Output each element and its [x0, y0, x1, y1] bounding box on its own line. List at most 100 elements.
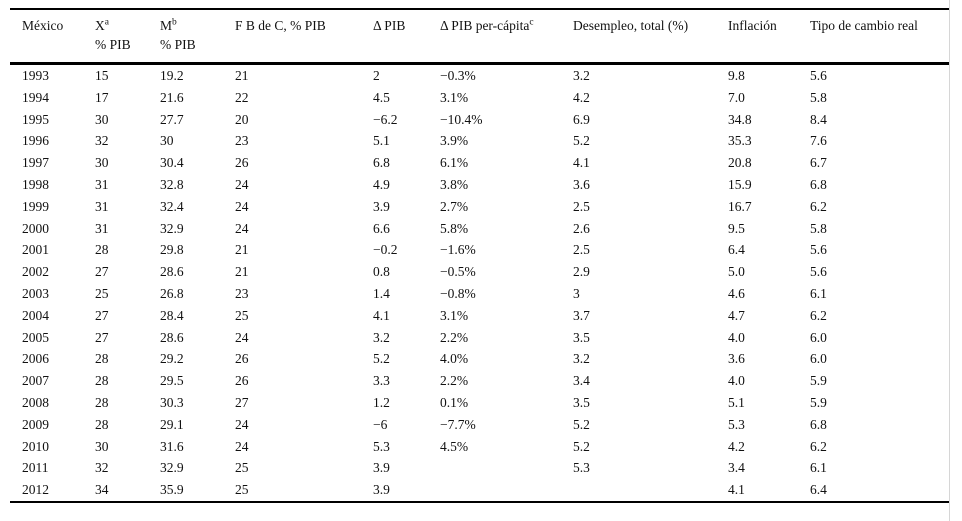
- table-cell: 4.0%: [440, 351, 469, 367]
- table-cell: 9.8: [728, 68, 745, 83]
- table-cell: 6.2: [810, 198, 827, 214]
- table-cell: 5.0: [728, 264, 745, 280]
- table-cell: 32.9: [160, 220, 184, 236]
- table-cell: 6.1: [810, 285, 827, 301]
- table-cell: 9.5: [728, 220, 745, 236]
- table-cell: 15.9: [728, 176, 752, 192]
- table-cell: 3.9: [373, 482, 390, 498]
- year-cell: 1995: [22, 111, 49, 127]
- column-header-subline: % PIB: [160, 37, 196, 52]
- table-cell: 35.9: [160, 482, 184, 498]
- table-cell: 6.8: [810, 176, 827, 192]
- table-cell: 1.2: [373, 394, 390, 410]
- year-cell: 1993: [22, 68, 49, 83]
- table-cell: 3.5: [573, 394, 590, 410]
- table-cell: 5.9: [810, 394, 827, 410]
- table-cell: 5.2: [573, 133, 590, 149]
- table-row: 1996 32 30 23 5.1 3.9% 5.2 35.3 7.6: [10, 130, 950, 152]
- table-cell: 19.2: [160, 68, 184, 83]
- year-cell: 1997: [22, 155, 49, 171]
- table-cell: [440, 479, 573, 502]
- table-cell: 26.8: [160, 285, 184, 301]
- table-row: 2005 27 28.6 24 3.2 2.2% 3.5 4.0 6.0: [10, 327, 950, 349]
- table-row: 1998 31 32.8 24 4.9 3.8% 3.6 15.9 6.8: [10, 174, 950, 196]
- table-cell: 35.3: [728, 133, 752, 149]
- table-cell: 28.4: [160, 307, 184, 323]
- table-cell: 4.5%: [440, 438, 469, 454]
- table-cell: 6.6: [373, 220, 390, 236]
- table-row: 1999 31 32.4 24 3.9 2.7% 2.5 16.7 6.2: [10, 196, 950, 218]
- table-cell: 6.4: [728, 242, 745, 258]
- year-cell: 1996: [22, 133, 49, 149]
- table-row: 2008 28 30.3 27 1.2 0.1% 3.5 5.1 5.9: [10, 392, 950, 414]
- year-cell: 2003: [22, 285, 49, 301]
- table-cell: 3.2: [573, 351, 590, 367]
- column-header: Xa % PIB: [95, 9, 160, 64]
- year-cell: 2011: [22, 460, 49, 476]
- year-cell: 2008: [22, 394, 49, 410]
- table-row: 2009 28 29.1 24 −6 −7.7% 5.2 5.3 6.8: [10, 414, 950, 436]
- table-cell: 31: [95, 220, 109, 236]
- table-cell: 21.6: [160, 89, 184, 105]
- table-cell: 28: [95, 351, 109, 367]
- table-cell: 24: [235, 176, 249, 192]
- year-cell: 1999: [22, 198, 49, 214]
- table-cell: 4.9: [373, 176, 390, 192]
- table-cell: 30: [95, 155, 109, 171]
- table-cell: 7.0: [728, 89, 745, 105]
- table-cell: 2: [373, 68, 380, 83]
- table-row: 2003 25 26.8 23 1.4 −0.8% 3 4.6 6.1: [10, 283, 950, 305]
- table-cell: 0.8: [373, 264, 390, 280]
- column-header-label: Mb: [160, 17, 177, 33]
- table-cell: 34: [95, 482, 109, 498]
- table-cell: 2.7%: [440, 198, 469, 214]
- table-cell: −0.5%: [440, 264, 476, 280]
- footnote-marker: c: [529, 17, 534, 28]
- table-cell: 2.5: [573, 198, 590, 214]
- table-cell: 2.2%: [440, 329, 469, 345]
- table-cell: 5.2: [573, 416, 590, 432]
- table-cell: 27.7: [160, 111, 184, 127]
- table-cell: −7.7%: [440, 416, 476, 432]
- table-row: 1995 30 27.7 20 −6.2 −10.4% 6.9 34.8 8.4: [10, 109, 950, 131]
- table-cell: 26: [235, 351, 249, 367]
- year-cell: 2002: [22, 264, 49, 280]
- table-row: 2012 34 35.9 25 3.9 4.1 6.4: [10, 479, 950, 502]
- column-header-subline: % PIB: [95, 37, 131, 52]
- year-cell: 1994: [22, 89, 49, 105]
- table-cell: 5.8: [810, 89, 827, 105]
- year-cell: 2012: [22, 482, 49, 498]
- year-cell: 2007: [22, 373, 49, 389]
- table-cell: 24: [235, 329, 249, 345]
- economic-indicators-table: México Xa % PIB Mb % PIB F B de C, % PIB Δ PIB…: [10, 8, 950, 503]
- table-cell: 4.7: [728, 307, 745, 323]
- table-row: 2010 30 31.6 24 5.3 4.5% 5.2 4.2 6.2: [10, 436, 950, 458]
- year-cell: 2000: [22, 220, 49, 236]
- table-cell: 6.0: [810, 351, 827, 367]
- table-cell: 3.9%: [440, 133, 469, 149]
- table-cell: 3.6: [728, 351, 745, 367]
- table-row: 2000 31 32.9 24 6.6 5.8% 2.6 9.5 5.8: [10, 218, 950, 240]
- table-cell: 34.8: [728, 111, 752, 127]
- table-cell: 31: [95, 198, 109, 214]
- column-header: Inflación: [728, 9, 810, 64]
- column-header-label: Xa: [95, 17, 109, 33]
- table-cell: 5.3: [728, 416, 745, 432]
- table-cell: 27: [95, 329, 109, 345]
- table-cell: 30: [95, 111, 109, 127]
- table-cell: 6.8: [373, 155, 390, 171]
- table-cell: 3.6: [573, 176, 590, 192]
- table-cell: 5.6: [810, 68, 827, 83]
- table-cell: 3.4: [728, 460, 745, 476]
- table-cell: 24: [235, 416, 249, 432]
- column-header: F B de C, % PIB: [235, 9, 373, 64]
- table-cell: 6.0: [810, 329, 827, 345]
- table-cell: 25: [235, 307, 249, 323]
- table-cell: 3.4: [573, 373, 590, 389]
- table-cell: −10.4%: [440, 111, 483, 127]
- table-cell: 3.9: [373, 198, 390, 214]
- table-cell: 6.2: [810, 307, 827, 323]
- column-header: Desempleo, total (%): [573, 9, 728, 64]
- table-cell: 25: [235, 460, 249, 476]
